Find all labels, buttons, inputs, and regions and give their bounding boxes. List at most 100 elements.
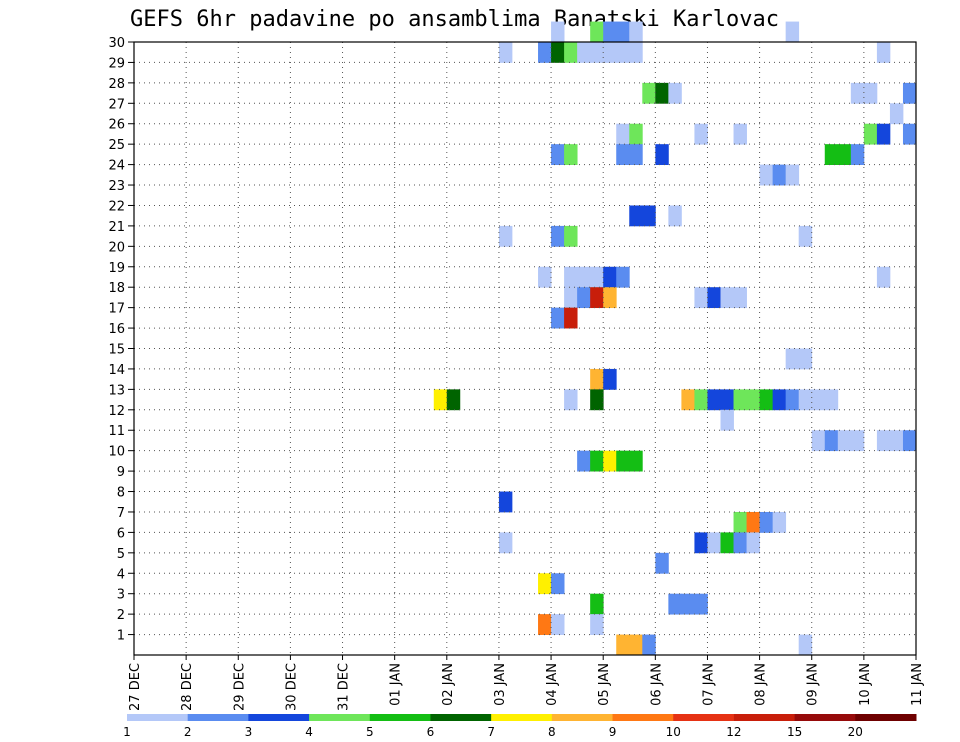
heatmap-cell <box>681 593 695 615</box>
heatmap-cell <box>616 123 630 145</box>
y-tick-label: 29 <box>108 56 125 71</box>
heatmap-cell <box>785 21 800 43</box>
heatmap-cell <box>577 287 591 309</box>
heatmap-cell <box>590 593 604 615</box>
legend-label: 8 <box>548 725 556 739</box>
heatmap-cell <box>785 348 800 370</box>
heatmap-cell <box>720 409 734 431</box>
heatmap-cell <box>590 287 604 309</box>
heatmap-cell <box>785 389 800 411</box>
heatmap-cell <box>746 389 760 411</box>
x-tick-label: 06 JAN <box>649 663 664 706</box>
legend-swatch <box>673 714 735 721</box>
heatmap-cells <box>433 21 917 656</box>
heatmap-cell <box>629 205 643 227</box>
heatmap-cell <box>577 266 591 288</box>
heatmap-cell <box>746 511 760 533</box>
legend-label: 10 <box>666 725 681 739</box>
y-tick-label: 17 <box>108 302 125 317</box>
heatmap-cell <box>538 266 552 288</box>
heatmap-cell <box>538 614 552 635</box>
legend-swatch <box>855 714 917 721</box>
legend-swatch <box>248 714 310 721</box>
heatmap-cell <box>564 287 578 309</box>
y-tick-label: 27 <box>108 97 125 112</box>
heatmap-cell <box>590 42 604 63</box>
heatmap-cell <box>681 389 695 411</box>
heatmap-cell <box>798 225 813 247</box>
x-tick-label: 04 JAN <box>545 663 560 706</box>
heatmap-cell <box>772 389 787 411</box>
heatmap-cell <box>902 123 917 145</box>
legend-label: 4 <box>305 725 313 739</box>
heatmap-cell <box>433 389 448 411</box>
heatmap-cell <box>772 164 787 186</box>
heatmap-cell <box>720 287 734 309</box>
heatmap-cell <box>551 307 565 329</box>
y-tick-label: 14 <box>108 363 125 378</box>
heatmap-cell <box>876 430 891 452</box>
heatmap-cell <box>720 389 734 411</box>
heatmap-cell <box>733 389 747 411</box>
heatmap-cell <box>850 430 865 452</box>
heatmap-cell <box>772 511 787 533</box>
heatmap-cell <box>590 614 604 635</box>
heatmap-cell <box>446 389 461 411</box>
heatmap-cell <box>577 450 591 472</box>
heatmap-cell <box>642 205 656 227</box>
legend-label: 6 <box>427 725 435 739</box>
y-tick-label: 24 <box>108 159 125 174</box>
y-tick-label: 26 <box>108 118 125 133</box>
y-tick-label: 28 <box>108 77 125 92</box>
x-tick-label: 01 JAN <box>389 663 404 706</box>
heatmap-cell <box>655 82 669 104</box>
heatmap-cell <box>551 21 565 43</box>
x-tick-label: 02 JAN <box>441 663 456 706</box>
heatmap-cell <box>538 42 552 63</box>
y-tick-label: 9 <box>117 465 125 480</box>
heatmap-cell <box>564 144 578 165</box>
heatmap-cell <box>694 532 708 554</box>
heatmap-cell <box>590 450 604 472</box>
heatmap-cell <box>551 573 565 595</box>
heatmap-cell <box>629 450 643 472</box>
heatmap-cell <box>720 532 734 554</box>
y-tick-label: 23 <box>108 179 125 194</box>
heatmap-cell <box>590 266 604 288</box>
x-tick-label: 31 DEC <box>337 663 352 711</box>
heatmap-cell <box>889 103 904 125</box>
x-tick-label: 09 JAN <box>806 663 821 706</box>
chart-title: GEFS 6hr padavine po ansamblima Banatski… <box>130 7 779 32</box>
heatmap-cell <box>629 21 643 43</box>
y-tick-label: 15 <box>108 343 125 358</box>
heatmap-cell <box>707 287 721 309</box>
y-tick-label: 18 <box>108 281 125 296</box>
heatmap-cell <box>707 389 721 411</box>
heatmap-cell <box>746 532 760 554</box>
heatmap-cell <box>837 430 852 452</box>
x-tick-label: 29 DEC <box>232 663 247 711</box>
heatmap-cell <box>603 266 617 288</box>
heatmap-cell <box>498 491 513 513</box>
color-legend: 1 2 3 4 5 6 7 8 9 10 12 15 20 <box>123 714 917 739</box>
heatmap-cell <box>694 287 708 309</box>
heatmap-cell <box>759 164 774 186</box>
legend-label: 12 <box>726 725 741 739</box>
heatmap-cell <box>707 532 721 554</box>
heatmap-cell <box>759 389 774 411</box>
y-tick-label: 4 <box>117 567 125 582</box>
heatmap-cell <box>577 42 591 63</box>
legend-swatch <box>551 714 614 721</box>
x-tick-label: 03 JAN <box>493 663 508 706</box>
y-tick-label: 30 <box>108 36 125 51</box>
heatmap-cell <box>603 368 617 390</box>
heatmap-cell <box>824 430 839 452</box>
legend-swatch <box>794 714 856 721</box>
legend-label: 15 <box>787 725 802 739</box>
legend-swatch <box>733 714 796 721</box>
heatmap-cell <box>616 144 630 165</box>
y-tick-label: 3 <box>117 588 125 603</box>
legend-swatch <box>430 714 492 721</box>
heatmap-cell <box>551 614 565 635</box>
y-tick-label: 10 <box>108 445 125 460</box>
